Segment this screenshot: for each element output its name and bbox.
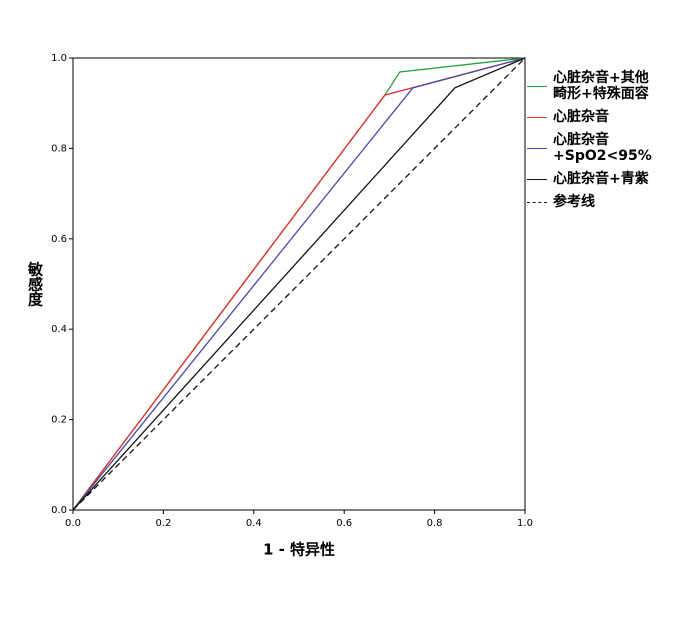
x-tick-label: 0.0 [65,518,81,529]
y-tick-label: 0.6 [51,234,67,245]
legend-item: 心脏杂音 [527,109,697,125]
legend-swatch [527,147,547,149]
legend-item: 心脏杂音+青紫 [527,171,697,187]
x-tick-label: 1.0 [517,518,533,529]
legend-label: 心脏杂音 [553,109,609,125]
x-axis-label: 1 - 特异性 [263,541,335,559]
x-tick-label: 0.4 [246,518,262,529]
plot-frame [72,57,526,511]
y-axis-label: 敏感度 [26,261,44,308]
roc-line [72,57,526,511]
legend-item: 参考线 [527,194,697,210]
roc-line [72,57,526,511]
legend-item: 心脏杂音+SpO2<95% [527,132,697,164]
x-tick-label: 0.2 [155,518,171,529]
legend-item: 心脏杂音+其他畸形+特殊面容 [527,70,697,102]
y-tick-label: 0.8 [51,143,67,154]
legend-swatch [527,85,547,87]
legend-swatch [527,116,547,118]
x-tick-label: 0.6 [336,518,352,529]
y-tick-label: 0.2 [51,415,67,426]
y-tick-label: 0.4 [51,324,67,335]
legend-swatch [527,201,547,203]
roc-line [72,57,526,511]
legend-label: 心脏杂音+青紫 [553,171,649,187]
legend-label: 心脏杂音+SpO2<95% [553,132,652,164]
x-tick-label: 0.8 [427,518,443,529]
legend: 心脏杂音+其他畸形+特殊面容心脏杂音心脏杂音+SpO2<95% 心脏杂音+青紫 参考… [527,70,697,217]
legend-label: 参考线 [553,194,595,210]
legend-swatch [527,178,547,180]
y-tick-label: 0.0 [51,505,67,516]
y-tick-label: 1.0 [51,53,67,64]
legend-label: 心脏杂音+其他畸形+特殊面容 [553,70,649,102]
